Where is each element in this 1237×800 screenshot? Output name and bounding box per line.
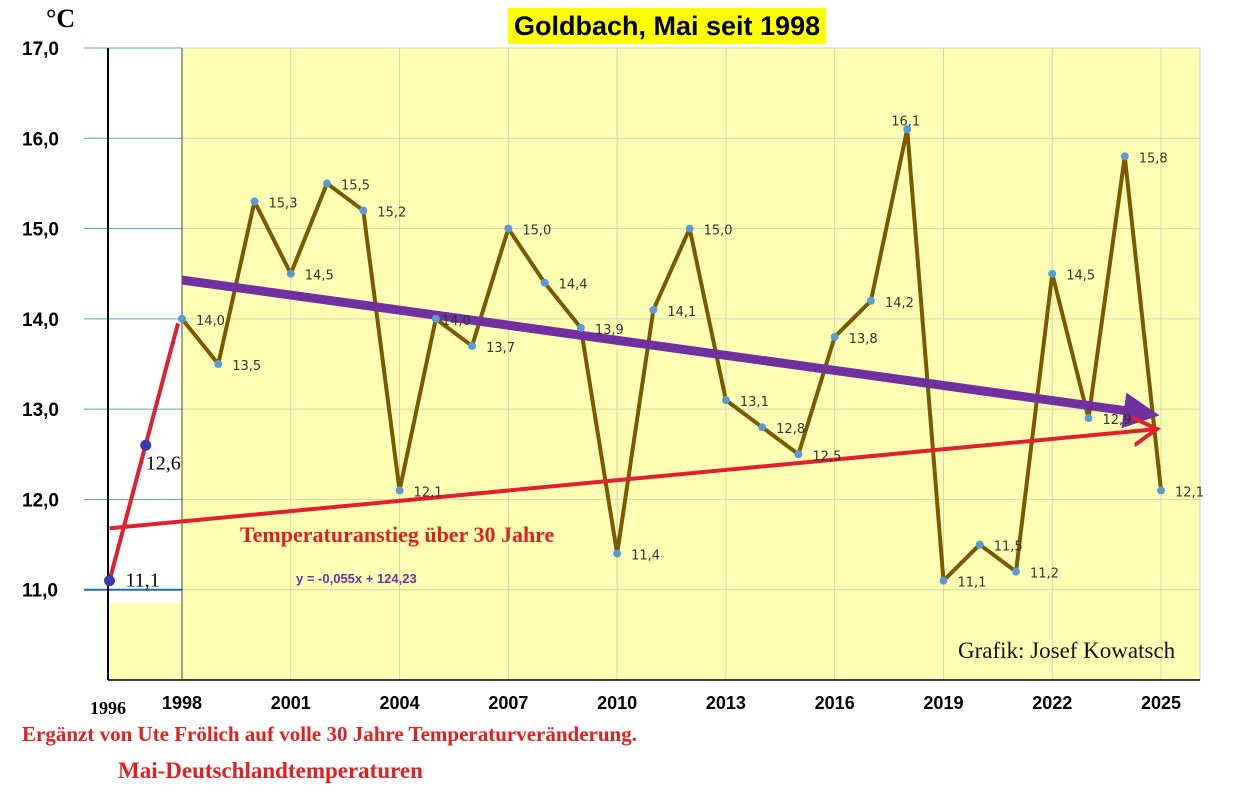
x-tick-label: 1998 [162, 693, 202, 713]
data-point [903, 125, 912, 134]
data-label: 15,8 [1139, 151, 1168, 166]
data-point [395, 486, 404, 495]
series-line [180, 127, 1164, 583]
x-tick-label: 2010 [597, 693, 637, 713]
credit-text: Grafik: Josef Kowatsch [958, 638, 1176, 663]
data-point [866, 296, 875, 305]
x-tick-label: 2013 [706, 693, 746, 713]
footnote-2: Mai-Deutschlandtemperaturen [118, 758, 423, 783]
y-tick-label: 13,0 [22, 400, 59, 421]
x-tick-label: 2004 [380, 693, 420, 713]
x-tick-label: 2025 [1141, 693, 1181, 713]
data-point [1048, 269, 1057, 278]
x-tick-label: 2001 [271, 693, 311, 713]
plot-area [181, 47, 1201, 681]
data-label: 12,8 [776, 422, 805, 437]
data-label: 13,8 [849, 332, 878, 347]
x-tick-label: 1996 [90, 698, 126, 718]
chart-title-box: Goldbach, Mai seit 1998 [508, 8, 827, 44]
data-label: 14,5 [305, 269, 334, 284]
data-label: 15,5 [341, 178, 370, 193]
data-label: 12,1 [414, 485, 443, 500]
extension-label: 11,1 [125, 570, 159, 592]
trend-arrow-purple [181, 275, 1160, 429]
data-point [576, 323, 585, 332]
data-point [721, 396, 730, 405]
data-point [939, 576, 948, 585]
y-tick-label: 16,0 [22, 129, 59, 150]
trend-arrow-red [109, 429, 1157, 531]
y-tick-label: 17,0 [22, 39, 59, 60]
data-point [250, 197, 259, 206]
footnote-1: Ergänzt von Ute Frölich auf volle 30 Jah… [22, 722, 637, 746]
data-point [613, 549, 622, 558]
chart-title: Goldbach, Mai seit 1998 [514, 11, 821, 41]
data-point [1011, 567, 1020, 576]
y-tick-label: 11,0 [22, 581, 58, 602]
data-label: 14,5 [1066, 269, 1095, 284]
y-tick-label: 15,0 [22, 220, 59, 241]
trend-equation: y = -0,055x + 124,23 [296, 571, 417, 586]
data-label: 14,0 [442, 314, 471, 329]
data-point [540, 278, 549, 287]
y-tick-label: 14,0 [22, 310, 59, 331]
data-label: 16,1 [891, 114, 920, 129]
y-tick-label: 12,0 [22, 490, 59, 511]
data-label: 13,5 [232, 359, 261, 374]
data-label: 15,3 [269, 196, 298, 211]
data-label: 13,7 [486, 341, 515, 356]
data-point [649, 305, 658, 314]
data-point [359, 206, 368, 215]
x-tick-label: 2022 [1032, 693, 1072, 713]
data-label: 11,4 [631, 549, 660, 564]
data-point [431, 314, 440, 323]
x-tick-label: 2019 [923, 693, 963, 713]
data-label: 12,9 [1103, 413, 1132, 428]
data-label: 12,1 [1175, 485, 1204, 500]
data-point [178, 314, 186, 323]
data-point [214, 360, 223, 368]
data-point [468, 341, 477, 350]
data-point [685, 224, 694, 233]
data-label: 15,0 [704, 224, 733, 239]
data-point [975, 540, 984, 549]
data-label: 11,5 [994, 540, 1023, 555]
extension-area [108, 603, 182, 680]
data-label: 14,2 [885, 296, 914, 311]
x-tick-label: 2007 [488, 693, 528, 713]
data-label: 13,1 [740, 395, 769, 410]
data-point [286, 269, 295, 278]
data-label: 11,2 [1030, 567, 1059, 582]
data-label: 13,9 [595, 323, 624, 338]
annotation-text: Temperaturanstieg über 30 Jahre [240, 522, 555, 547]
data-point [1120, 152, 1129, 161]
data-label: 11,1 [957, 576, 986, 591]
data-point [794, 450, 803, 459]
data-label: 15,2 [377, 206, 406, 221]
x-tick-label: 2016 [815, 693, 855, 713]
unit-label: °C [46, 4, 76, 33]
data-point [504, 224, 513, 233]
data-label: 14,1 [667, 305, 696, 320]
data-point [1157, 486, 1166, 495]
data-point [758, 423, 767, 432]
data-point [323, 179, 332, 188]
data-label: 14,0 [196, 314, 225, 329]
data-point [1084, 414, 1093, 423]
data-point [830, 332, 839, 341]
extension-line [107, 322, 180, 582]
data-label: 12,5 [812, 449, 841, 464]
data-label: 15,0 [522, 224, 551, 239]
extension-point [103, 575, 115, 587]
extension-point [140, 439, 152, 451]
extension-label: 12,6 [146, 452, 181, 474]
data-label: 14,4 [559, 278, 588, 293]
